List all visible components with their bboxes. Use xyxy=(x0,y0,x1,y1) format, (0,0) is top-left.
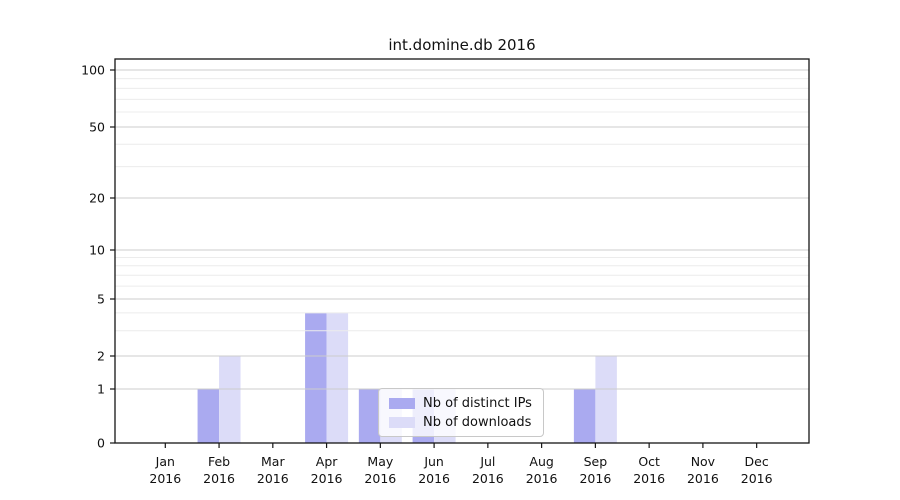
x-tick-label-month-jan: Jan xyxy=(155,454,175,469)
bar-downloads-feb xyxy=(219,356,241,443)
legend: Nb of distinct IPs Nb of downloads xyxy=(378,388,544,437)
bar-distinct-ips-may xyxy=(358,389,381,443)
x-tick-label-year-dec: 2016 xyxy=(741,471,773,486)
bar-distinct-ips-apr xyxy=(305,312,327,443)
chart-title: int.domine.db 2016 xyxy=(388,36,536,54)
y-tick-label-100: 100 xyxy=(81,63,105,78)
y-tick-label-50: 50 xyxy=(89,120,105,135)
y-tick-label-2: 2 xyxy=(97,349,105,364)
x-tick-label-month-aug: Aug xyxy=(529,454,553,469)
x-tick-label-year-oct: 2016 xyxy=(633,471,665,486)
y-tick-label-20: 20 xyxy=(89,191,105,206)
bar-downloads-apr xyxy=(326,312,349,443)
bar-distinct-ips-sep xyxy=(573,389,596,443)
legend-item-distinct-ips: Nb of distinct IPs xyxy=(389,395,535,413)
x-tick-label-month-nov: Nov xyxy=(691,454,716,469)
bar-distinct-ips-feb xyxy=(197,389,220,443)
y-tick-label-10: 10 xyxy=(89,243,105,258)
x-tick-label-month-jul: Jul xyxy=(479,454,495,469)
x-tick-label-month-dec: Dec xyxy=(745,454,769,469)
y-tick-label-1: 1 xyxy=(97,382,105,397)
legend-swatch-distinct-ips xyxy=(389,398,415,409)
x-tick-label-month-feb: Feb xyxy=(208,454,230,469)
x-tick-label-year-apr: 2016 xyxy=(311,471,343,486)
x-tick-label-month-apr: Apr xyxy=(316,454,338,469)
x-tick-label-year-aug: 2016 xyxy=(526,471,558,486)
x-tick-label-year-sep: 2016 xyxy=(579,471,611,486)
x-tick-label-month-sep: Sep xyxy=(584,454,608,469)
legend-label-distinct-ips: Nb of distinct IPs xyxy=(423,396,532,411)
x-tick-label-year-may: 2016 xyxy=(364,471,396,486)
x-tick-label-year-jan: 2016 xyxy=(149,471,181,486)
x-tick-label-month-may: May xyxy=(367,454,393,469)
x-tick-label-year-feb: 2016 xyxy=(203,471,235,486)
x-tick-label-year-mar: 2016 xyxy=(257,471,289,486)
plot-frame xyxy=(114,58,810,444)
x-tick-label-year-jul: 2016 xyxy=(472,471,504,486)
legend-label-downloads: Nb of downloads xyxy=(423,415,532,430)
x-tick-label-month-jun: Jun xyxy=(423,454,444,469)
x-tick-label-month-mar: Mar xyxy=(261,454,285,469)
bar-downloads-sep xyxy=(595,356,617,443)
x-tick-label-month-oct: Oct xyxy=(638,454,660,469)
y-tick-label-0: 0 xyxy=(97,436,105,451)
x-tick-label-year-jun: 2016 xyxy=(418,471,450,486)
legend-swatch-downloads xyxy=(389,417,415,428)
legend-item-downloads: Nb of downloads xyxy=(389,414,535,432)
x-tick-label-year-nov: 2016 xyxy=(687,471,719,486)
y-tick-label-5: 5 xyxy=(97,292,105,307)
